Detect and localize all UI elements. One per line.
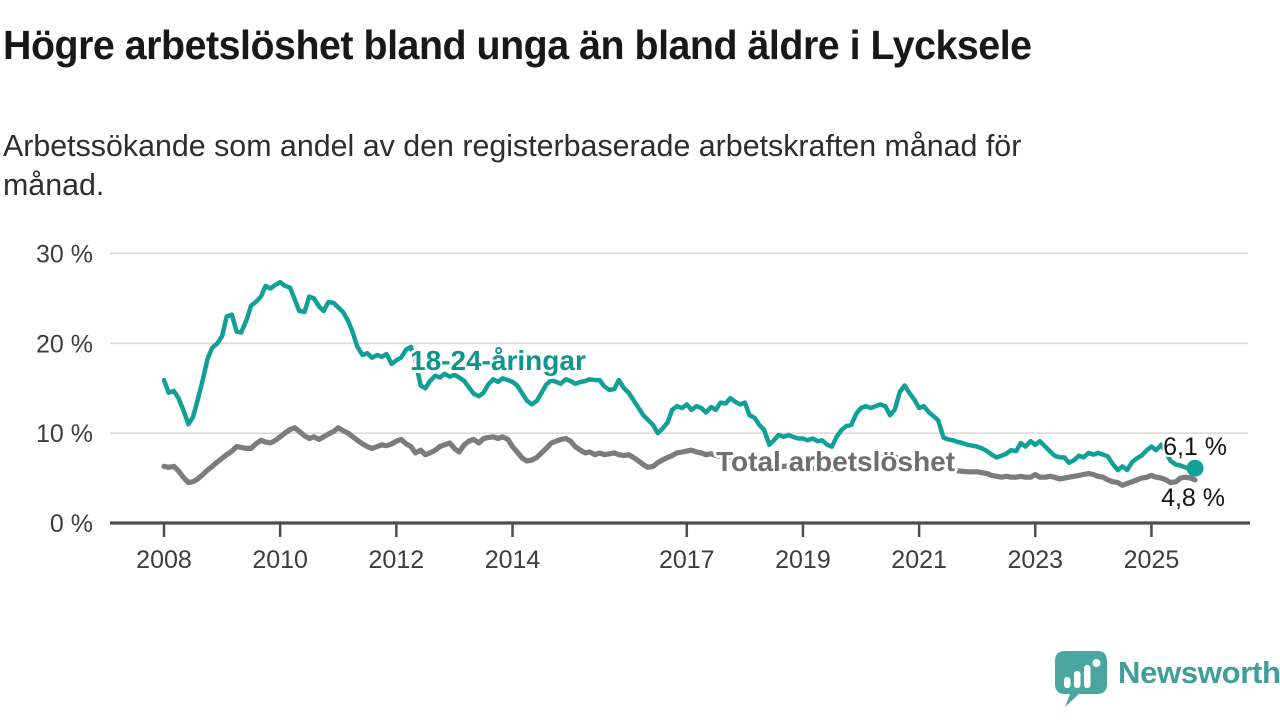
youth-series-line — [161, 279, 1198, 473]
y-tick-label: 10 % — [36, 420, 93, 448]
x-tick-label: 2019 — [775, 546, 831, 574]
x-tick-label: 2025 — [1124, 546, 1180, 574]
x-tick-label: 2012 — [369, 546, 425, 574]
total-series-line — [161, 425, 1198, 488]
chart-title: Högre arbetslöshet bland unga än bland ä… — [3, 22, 1032, 68]
end-value-label-youth: 6,1 % — [1163, 433, 1227, 461]
chart-subtitle: Arbetssökande som andel av den registerb… — [3, 128, 1022, 202]
x-tick-label: 2021 — [891, 546, 947, 574]
y-tick-label: 20 % — [36, 330, 93, 358]
bar-medium — [1074, 671, 1081, 688]
bar-tall — [1084, 665, 1091, 688]
series-label-total: Total arbetslöshet — [716, 446, 956, 477]
x-tick-label: 2023 — [1007, 546, 1063, 574]
newsworthy-logo-text: Newsworthy — [1118, 655, 1280, 690]
x-tick-label: 2008 — [136, 546, 192, 574]
bar-small — [1064, 677, 1071, 688]
x-tick-label: 2014 — [485, 546, 541, 574]
speech-bubble-shape — [1055, 651, 1107, 707]
y-tick-label: 30 % — [36, 240, 93, 268]
newsworthy-logo: Newsworthy — [1054, 650, 1280, 708]
x-tick-label: 2010 — [252, 546, 308, 574]
y-tick-label: 0 % — [50, 510, 93, 538]
exclamation-dot — [1092, 659, 1101, 667]
series-label-youth: 18-24-åringar — [410, 345, 586, 376]
x-tick-label: 2017 — [659, 546, 715, 574]
end-value-label-total: 4,8 % — [1161, 484, 1225, 512]
series-end-dot — [1186, 459, 1204, 477]
newsworthy-logo-icon — [1055, 651, 1107, 707]
